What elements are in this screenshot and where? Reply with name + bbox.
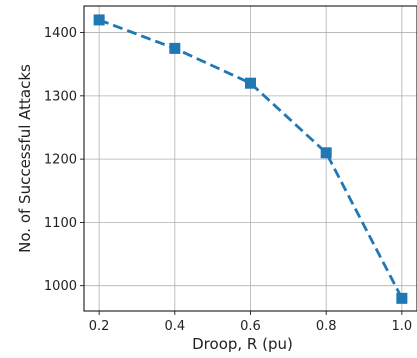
y-axis-label: No. of Successful Attacks bbox=[16, 64, 34, 253]
y-tick-label: 1200 bbox=[44, 153, 77, 168]
series-markers bbox=[93, 14, 408, 304]
x-tick-labels: 0.2 0.4 0.6 0.8 1.0 bbox=[89, 319, 412, 334]
x-axis-label: Droop, R (pu) bbox=[192, 335, 293, 353]
x-tick-label: 1.0 bbox=[392, 319, 413, 334]
y-tick-label: 1400 bbox=[44, 26, 77, 41]
data-point-marker bbox=[169, 42, 181, 54]
x-tick-label: 0.2 bbox=[89, 319, 110, 334]
x-tick-label: 0.8 bbox=[316, 319, 337, 334]
series-line bbox=[98, 18, 404, 299]
y-tick-labels: 1000 1100 1200 1300 1400 bbox=[44, 26, 77, 294]
x-tick-label: 0.6 bbox=[240, 319, 261, 334]
grid bbox=[84, 6, 417, 311]
data-point-marker bbox=[93, 14, 105, 26]
data-point-marker bbox=[320, 147, 332, 159]
y-tick-label: 1300 bbox=[44, 89, 77, 104]
x-tick-label: 0.4 bbox=[164, 319, 185, 334]
y-tick-label: 1100 bbox=[44, 216, 77, 231]
y-tick-label: 1000 bbox=[44, 279, 77, 294]
tick-marks bbox=[80, 32, 403, 315]
data-point-marker bbox=[245, 77, 256, 89]
data-point-marker bbox=[396, 292, 408, 304]
